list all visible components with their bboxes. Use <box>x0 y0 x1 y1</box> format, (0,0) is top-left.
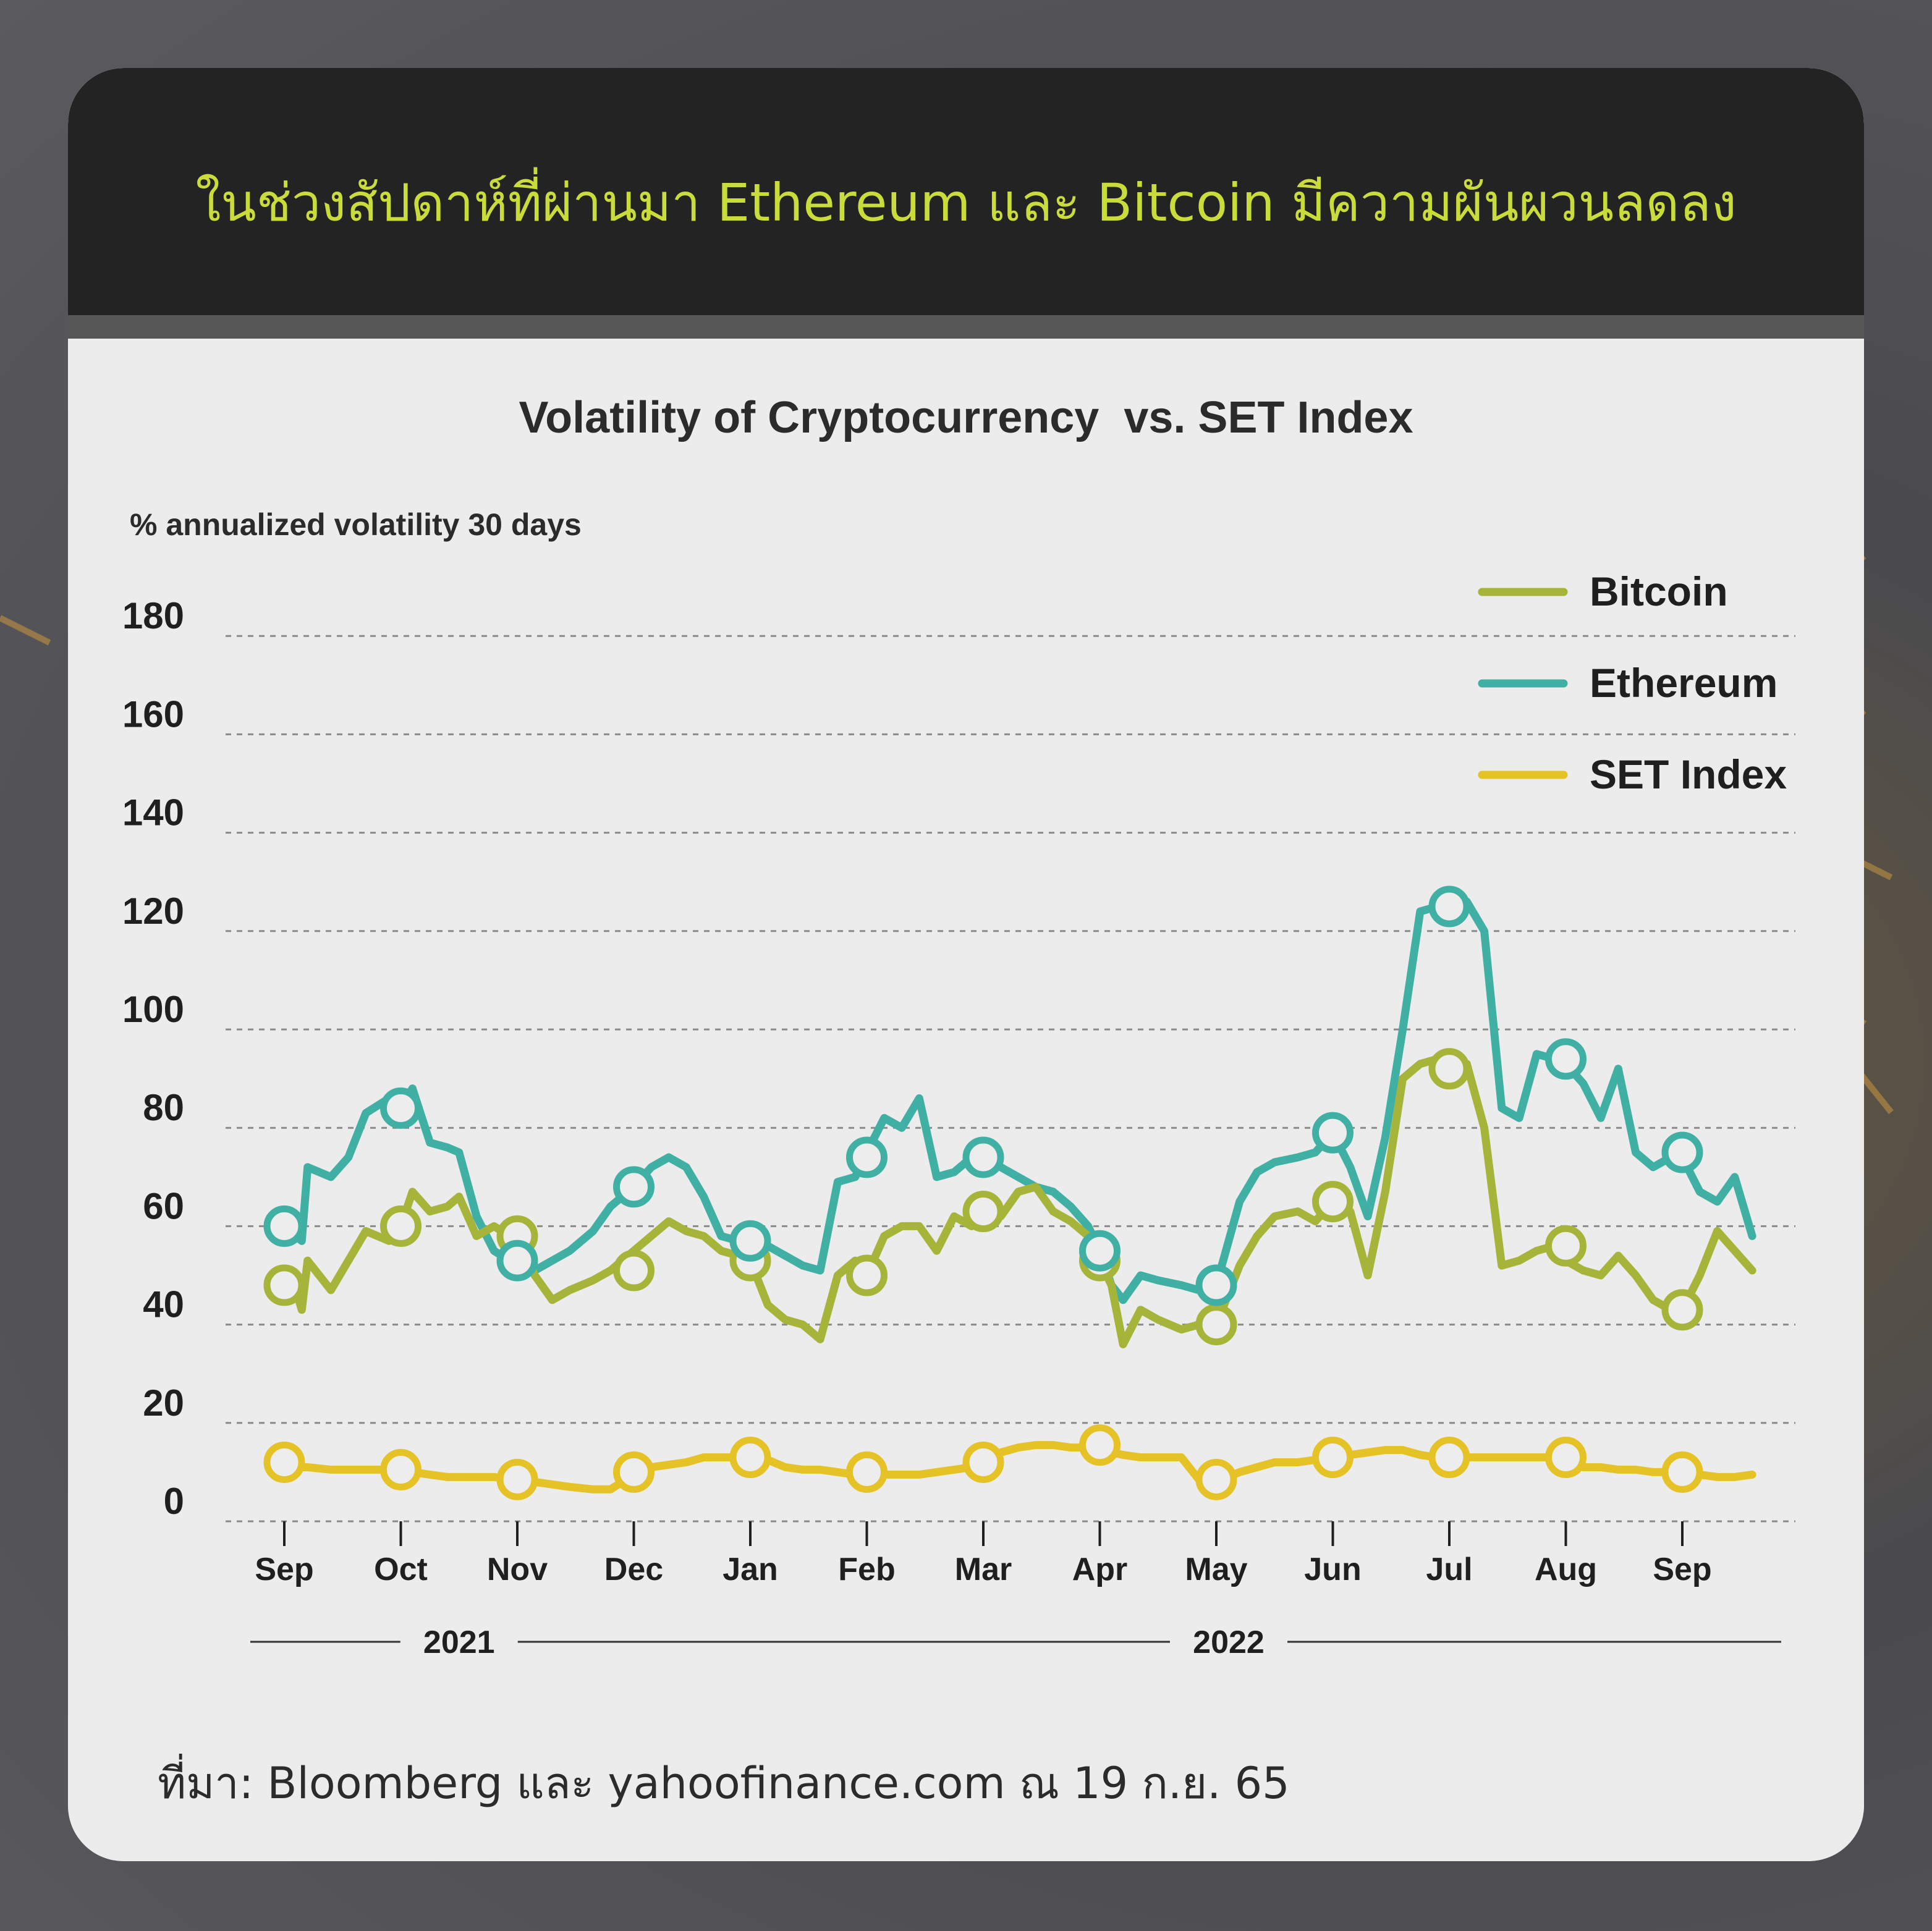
y-tick-label: 180 <box>122 595 184 636</box>
data-point-marker-bitcoin <box>613 1249 655 1291</box>
data-point-marker-set-index <box>1079 1424 1121 1466</box>
legend: Bitcoin Ethereum SET Index <box>1478 568 1787 797</box>
x-tick-label-nov: Nov <box>487 1552 548 1587</box>
x-tick-label-jan: Jan <box>722 1552 778 1587</box>
x-tick-label-oct: Oct <box>374 1552 428 1587</box>
series-markers <box>263 885 1703 1500</box>
data-point-marker-ethereum <box>496 1240 538 1282</box>
data-point-marker-set-index <box>1661 1451 1703 1493</box>
data-point-marker-ethereum <box>1079 1230 1121 1272</box>
x-tick-label-feb: Feb <box>838 1552 895 1587</box>
y-tick-label: 140 <box>122 792 184 834</box>
y-tick-label: 120 <box>122 890 184 932</box>
data-point-marker-bitcoin <box>1428 1048 1470 1090</box>
data-point-marker-set-index <box>1195 1458 1237 1500</box>
x-tick-label-apr: Apr <box>1072 1552 1128 1587</box>
data-point-marker-set-index <box>263 1441 305 1483</box>
header-divider-strip <box>68 315 1864 339</box>
data-point-marker-ethereum <box>613 1166 655 1208</box>
series-lines <box>280 897 1756 1494</box>
data-point-marker-bitcoin <box>1312 1181 1354 1223</box>
data-point-marker-set-index <box>496 1458 538 1500</box>
legend-label-ethereum: Ethereum <box>1590 660 1777 706</box>
y-tick-label: 100 <box>122 989 184 1030</box>
data-point-marker-set-index <box>729 1437 771 1479</box>
data-point-marker-bitcoin <box>380 1205 422 1247</box>
x-tick-label-jun: Jun <box>1304 1552 1361 1587</box>
x-tick-label-aug: Aug <box>1535 1552 1597 1587</box>
data-point-marker-set-index <box>846 1451 888 1493</box>
header-banner: ในช่วงสัปดาห์ที่ผ่านมา Ethereum และ Bitc… <box>68 68 1864 315</box>
data-point-marker-bitcoin <box>263 1264 305 1306</box>
series-line-bitcoin <box>280 1055 1756 1348</box>
data-point-marker-set-index <box>962 1441 1004 1483</box>
data-point-marker-ethereum <box>1428 885 1470 927</box>
year-label-2022: 2022 <box>1193 1625 1265 1660</box>
data-point-marker-set-index <box>1545 1437 1587 1479</box>
headline: ในช่วงสัปดาห์ที่ผ่านมา Ethereum และ Bitc… <box>195 172 1737 233</box>
data-point-marker-ethereum <box>1195 1264 1237 1306</box>
data-point-marker-bitcoin <box>962 1191 1004 1233</box>
data-point-marker-bitcoin <box>1661 1289 1703 1331</box>
data-point-marker-ethereum <box>962 1136 1004 1178</box>
data-point-marker-bitcoin <box>1195 1304 1237 1346</box>
chart-title: Volatility of Cryptocurrency vs. SET Ind… <box>519 393 1413 442</box>
data-point-marker-ethereum <box>1312 1112 1354 1154</box>
data-point-marker-ethereum <box>380 1087 422 1129</box>
y-tick-label: 40 <box>143 1284 184 1325</box>
data-point-marker-bitcoin <box>1545 1225 1587 1267</box>
data-point-marker-set-index <box>380 1448 422 1490</box>
x-tick-labels: Sep Oct Nov Dec Jan Feb Mar Apr May Jun Jul Aug Sep <box>255 1521 1712 1587</box>
y-tick-label: 0 <box>164 1481 184 1522</box>
legend-label-bitcoin: Bitcoin <box>1590 568 1728 614</box>
data-point-marker-set-index <box>613 1451 655 1493</box>
y-tick-labels: 180 160 140 120 100 80 60 40 20 0 <box>122 595 184 1522</box>
y-tick-label: 160 <box>122 693 184 735</box>
x-tick-label-sep: Sep <box>255 1552 313 1587</box>
year-labels: 2021 2022 <box>250 1625 1781 1660</box>
data-point-marker-ethereum <box>1661 1131 1703 1173</box>
data-point-marker-ethereum <box>1545 1038 1587 1080</box>
y-tick-label: 80 <box>143 1087 184 1128</box>
x-tick-label-sep: Sep <box>1653 1552 1711 1587</box>
data-point-marker-ethereum <box>846 1136 888 1178</box>
data-point-marker-set-index <box>1428 1437 1470 1479</box>
x-tick-label-may: May <box>1185 1552 1247 1587</box>
x-tick-label-jul: Jul <box>1426 1552 1472 1587</box>
y-axis-label: % annualized volatility 30 days <box>130 507 582 542</box>
source-note: ที่มา: Bloomberg และ yahoofinance.com ณ … <box>158 1758 1290 1809</box>
data-point-marker-bitcoin <box>846 1254 888 1296</box>
x-tick-label-dec: Dec <box>604 1552 663 1587</box>
data-point-marker-ethereum <box>263 1205 305 1247</box>
legend-label-set-index: SET Index <box>1590 751 1787 797</box>
data-point-marker-set-index <box>1312 1437 1354 1479</box>
data-point-marker-ethereum <box>729 1220 771 1262</box>
year-label-2021: 2021 <box>423 1625 495 1660</box>
y-tick-label: 20 <box>143 1382 184 1424</box>
y-tick-label: 60 <box>143 1185 184 1227</box>
x-tick-label-mar: Mar <box>955 1552 1012 1587</box>
